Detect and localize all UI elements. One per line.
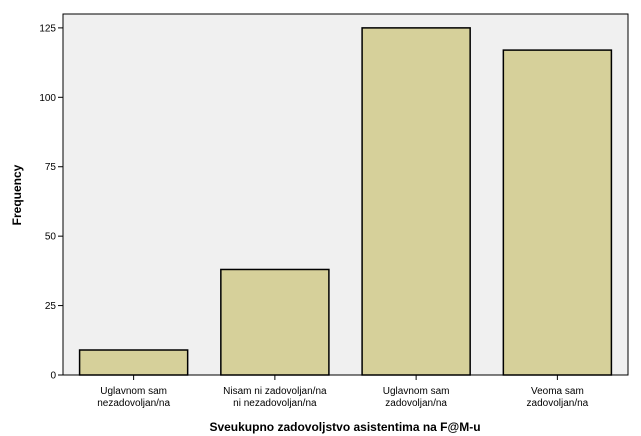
y-tick-label: 25 bbox=[45, 301, 57, 312]
x-category-label: nezadovoljan/na bbox=[97, 398, 170, 409]
y-tick-label: 75 bbox=[45, 162, 57, 173]
y-tick-label: 0 bbox=[50, 371, 56, 382]
x-category-label: ni nezadovoljan/na bbox=[233, 398, 317, 409]
bar bbox=[78, 349, 189, 376]
x-category-label: Veoma sam bbox=[531, 386, 584, 397]
y-tick-label: 100 bbox=[39, 93, 56, 104]
x-category-label: Uglavnom sam bbox=[100, 386, 167, 397]
bars-group bbox=[78, 27, 613, 376]
y-tick-label: 50 bbox=[45, 232, 57, 243]
x-axis-title: Sveukupno zadovoljstvo asistentima na F@… bbox=[209, 420, 480, 434]
y-axis: 0 25 50 75 100 125 bbox=[39, 23, 63, 382]
bar bbox=[502, 49, 613, 376]
bar bbox=[220, 268, 330, 376]
x-category-label: Uglavnom sam bbox=[383, 386, 450, 397]
x-category-label: zadovoljan/na bbox=[527, 398, 589, 409]
x-category-label: Nisam ni zadovoljan/na bbox=[223, 386, 327, 397]
y-axis-title: Frequency bbox=[10, 164, 24, 225]
y-tick-label: 125 bbox=[39, 23, 56, 34]
x-category-label: zadovoljan/na bbox=[385, 398, 447, 409]
bar bbox=[361, 27, 471, 376]
